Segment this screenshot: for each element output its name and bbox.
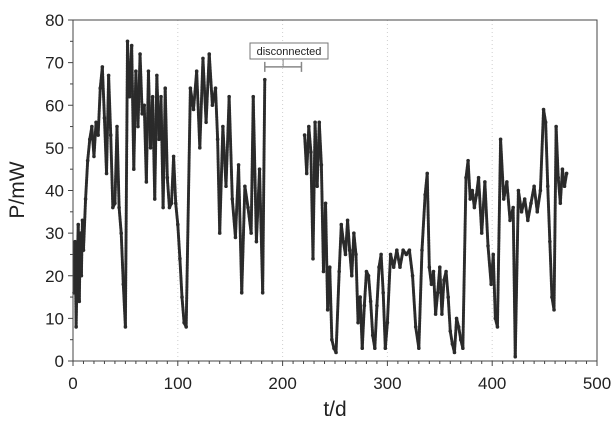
grid-lines [177, 20, 493, 361]
data-points [72, 39, 569, 359]
data-point [262, 77, 267, 82]
